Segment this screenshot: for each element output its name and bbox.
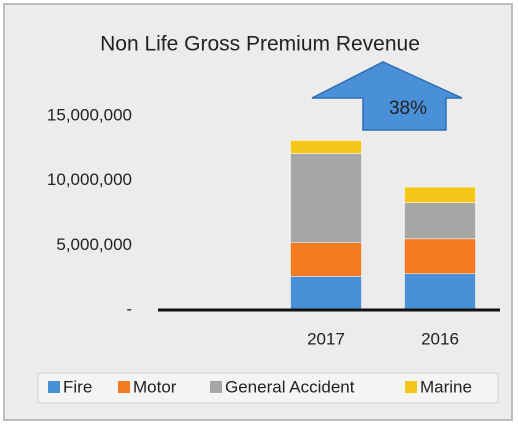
bar-segment	[404, 186, 476, 203]
legend-swatch	[118, 381, 130, 393]
x-tick-label: 2016	[421, 329, 459, 348]
bar-segment	[290, 140, 362, 154]
increase-arrow	[311, 61, 463, 131]
annotation: 38%	[389, 98, 427, 119]
legend-swatch	[48, 381, 60, 393]
x-tick-label: 2017	[307, 329, 345, 348]
legend-label: Marine	[420, 377, 472, 396]
bar-segment	[290, 242, 362, 277]
legend-swatch	[210, 381, 222, 393]
legend-box	[37, 372, 499, 404]
y-tick-label: -	[126, 299, 132, 318]
bar-segment	[404, 238, 476, 275]
bar-segment	[290, 153, 362, 243]
bar-segment	[404, 202, 476, 240]
legend-label: Motor	[133, 377, 177, 396]
legend-label: Fire	[63, 377, 92, 396]
y-tick-label: 10,000,000	[47, 170, 132, 189]
y-tick-label: 5,000,000	[56, 235, 132, 254]
chart-title: Non Life Gross Premium Revenue	[100, 33, 420, 56]
legend-swatch	[405, 381, 417, 393]
bar-segment	[404, 273, 476, 311]
y-tick-label: 15,000,000	[47, 105, 132, 124]
legend-label: General Accident	[225, 377, 355, 396]
bar-segment	[290, 276, 362, 311]
